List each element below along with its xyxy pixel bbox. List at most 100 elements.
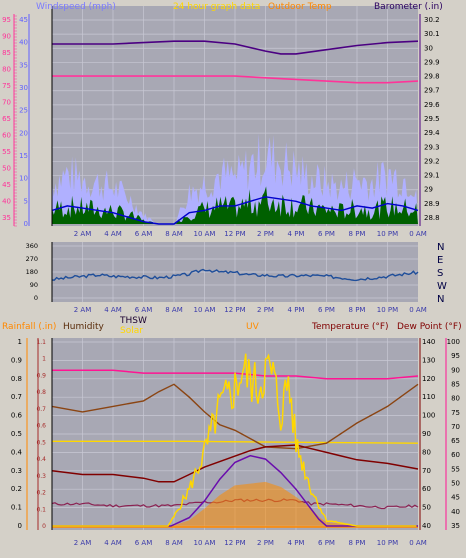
outdoor-temp-tick-label: 85 (2, 49, 11, 57)
x-tick-label: 2 PM (257, 306, 274, 314)
dew-point-tick-label: 100 (447, 338, 460, 346)
uv-tick-label: 0 (42, 523, 46, 530)
rainfall-tick-label: 0.1 (11, 504, 22, 512)
solar-line (52, 353, 417, 527)
x-tick-label: 6 AM (135, 230, 153, 238)
outdoor-temp-tick-label: 40 (2, 198, 11, 206)
barometer-tick-label: 29.7 (424, 87, 440, 95)
uv-tick-label: 0.8 (36, 389, 46, 396)
uv-tick-label: 0.6 (36, 423, 46, 430)
outdoor-temp-tick-label: 55 (2, 148, 11, 156)
temperature-tick-label: 70 (422, 467, 431, 475)
dew-point-tick-label: 95 (451, 352, 460, 360)
compass-label: N (437, 294, 444, 305)
x-tick-label: 10 PM (377, 230, 398, 238)
x-tick-label: 6 PM (318, 230, 335, 238)
x-tick-label: 12 PM (224, 539, 245, 547)
wind-direction-tick-label: 360 (26, 242, 38, 250)
temperature-tick-label: 60 (422, 485, 431, 493)
barometer-tick-label: 30 (424, 44, 433, 52)
rainfall-tick-label: 0 (18, 522, 22, 530)
uv-tick-label: 0.2 (36, 490, 46, 497)
x-tick-label: 4 AM (104, 306, 122, 314)
barometer-tick-label: 30.2 (424, 16, 440, 24)
temperature-tick-label: 40 (422, 522, 431, 530)
uv-area (52, 481, 418, 527)
rainfall-tick-label: 0.9 (11, 356, 22, 364)
outdoor-temp-tick-label: 60 (2, 132, 11, 140)
average-wind-line (51, 196, 419, 225)
barometer-tick-label: 29.1 (424, 172, 440, 180)
windspeed-area (52, 133, 418, 224)
x-tick-label: 0 AM (409, 539, 427, 547)
x-tick-label: 2 AM (74, 230, 92, 238)
uv-tick-label: 0.7 (36, 406, 46, 413)
uv-tick-label: 0.5 (36, 439, 46, 446)
temperature-tick-label: 110 (422, 393, 435, 401)
x-tick-label: 8 PM (349, 539, 366, 547)
x-tick-label: 0 AM (409, 306, 427, 314)
rainfall-tick-label: 0.5 (11, 430, 22, 438)
x-tick-label: 6 PM (318, 306, 335, 314)
dew-point-tick-label: 50 (451, 480, 460, 488)
dew-point-tick-label: 85 (451, 380, 460, 388)
wind-direction-line (51, 268, 419, 282)
dew-point-tick-label: 90 (451, 366, 460, 374)
temperature-tick-label: 90 (422, 430, 431, 438)
x-tick-label: 4 PM (288, 230, 305, 238)
windspeed-tick-label: 10 (19, 175, 28, 183)
barometer-tick-label: 29.8 (424, 73, 440, 81)
x-tick-label: 12 PM (224, 306, 245, 314)
dew-point-legend: Dew Point (°F) (397, 322, 462, 332)
dew-point-tick-label: 65 (451, 437, 460, 445)
dew-point-tick-label: 35 (451, 522, 460, 530)
temperature-tick-label: 50 (422, 504, 431, 512)
x-tick-label: 4 PM (288, 306, 305, 314)
temperature-tick-label: 140 (422, 338, 435, 346)
x-tick-label: 4 AM (104, 230, 122, 238)
temperature-tick-label: 120 (422, 375, 435, 383)
dew-point-tick-label: 45 (451, 494, 460, 502)
x-tick-label: 12 PM (224, 230, 245, 238)
outdoor-temp-tick-label: 80 (2, 66, 11, 74)
dew-point-tick-label: 80 (451, 395, 460, 403)
uv-legend: UV (246, 322, 260, 332)
outdoor-temp-legend: Outdoor Temp (268, 2, 332, 12)
x-tick-label: 2 PM (257, 230, 274, 238)
x-tick-label: 8 PM (349, 230, 366, 238)
compass-label: S (437, 268, 443, 279)
x-tick-label: 10 AM (194, 539, 216, 547)
compass-label: N (437, 242, 444, 253)
dew-point-tick-label: 75 (451, 409, 460, 417)
x-tick-label: 2 PM (257, 539, 274, 547)
outdoor-temp-tick-label: 95 (2, 16, 11, 24)
uv-tick-label: 0.9 (36, 372, 46, 379)
barometer-tick-label: 29.2 (424, 157, 440, 165)
compass-label: E (437, 255, 443, 266)
dew-point-tick-label: 40 (451, 508, 460, 516)
x-tick-label: 8 AM (165, 230, 183, 238)
x-tick-label: 8 PM (349, 306, 366, 314)
temperature-legend: Temperature (°F) (311, 322, 389, 332)
barometer-tick-label: 30.1 (424, 30, 440, 38)
windspeed-tick-label: 5 (24, 197, 28, 205)
temperature-line (51, 444, 419, 483)
barometer-tick-label: 29.5 (424, 115, 440, 123)
outdoor-temp-tick-label: 70 (2, 99, 11, 107)
outdoor-temp-line (52, 75, 419, 84)
outdoor-temp-tick-label: 90 (2, 33, 11, 41)
barometer-tick-label: 29.4 (424, 129, 440, 137)
x-tick-label: 2 AM (74, 539, 92, 547)
x-tick-label: 4 PM (288, 539, 305, 547)
graph-title: 24 hour graph data (173, 2, 260, 12)
temperature-tick-label: 130 (422, 356, 435, 364)
windspeed-tick-label: 0 (24, 220, 28, 228)
x-tick-label: 10 AM (194, 306, 216, 314)
wind-direction-tick-label: 0 (34, 294, 38, 302)
dew-point-tick-label: 70 (451, 423, 460, 431)
uv-tick-label: 0.1 (36, 506, 46, 513)
barometer-tick-label: 29.9 (424, 58, 440, 66)
rainfall-tick-label: 1 (18, 338, 22, 346)
x-tick-label: 8 AM (165, 539, 183, 547)
